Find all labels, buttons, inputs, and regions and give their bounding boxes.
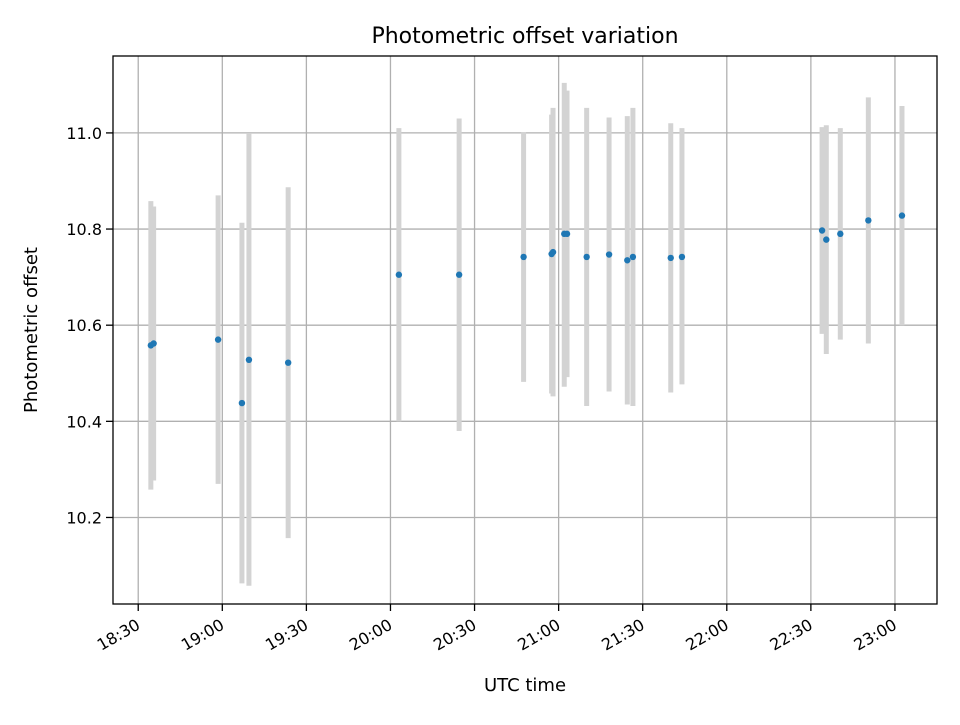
data-point (245, 356, 253, 364)
data-point (823, 236, 830, 243)
data-point (624, 257, 631, 264)
y-tick-label: 10.4 (66, 412, 102, 431)
data-point (238, 399, 246, 407)
y-tick-label: 11.0 (66, 124, 102, 143)
y-tick-label: 10.6 (66, 316, 102, 335)
chart-title: Photometric offset variation (371, 24, 678, 49)
y-axis-ticks: 10.2 10.4 10.6 10.8 11.0 (66, 124, 113, 527)
data-point (605, 251, 613, 258)
y-tick-label: 10.2 (66, 508, 102, 527)
data-point (583, 253, 590, 261)
x-axis-label: UTC time (484, 675, 566, 696)
y-axis-label: Photometric offset (21, 247, 42, 413)
data-point (678, 253, 686, 261)
data-point (865, 217, 872, 224)
data-point (395, 271, 403, 278)
data-point (563, 230, 571, 238)
data-point (629, 253, 637, 261)
plot-frame (112, 55, 938, 605)
data-points (147, 212, 906, 407)
data-point (898, 212, 906, 219)
y-tick-label: 10.8 (66, 220, 102, 239)
data-point (214, 336, 222, 343)
data-point (284, 359, 292, 366)
data-point (455, 271, 463, 278)
data-point (549, 248, 557, 256)
data-point (667, 254, 674, 262)
data-point (837, 230, 844, 238)
data-point (520, 253, 527, 261)
data-point (150, 340, 157, 347)
data-point (818, 227, 826, 234)
